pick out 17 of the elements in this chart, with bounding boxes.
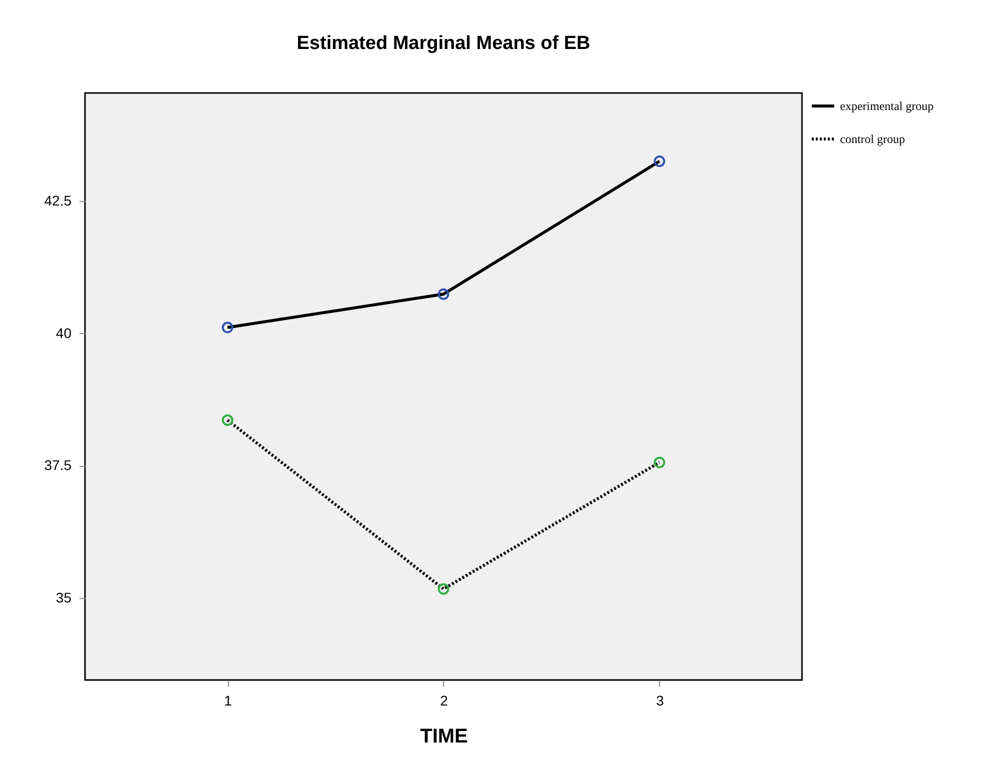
point [438,288,450,300]
point [222,322,234,334]
y-tick-label: 42.5 [44,192,72,208]
chart-title: Estimated Marginal Means of EB [296,33,590,54]
x-tick-label: 3 [656,692,664,708]
x-tick-label: 1 [224,692,232,708]
y-tick-label: 35 [56,589,72,606]
x-tick-label: 2 [440,692,448,708]
point [222,414,234,426]
legend-label: control group [840,132,905,146]
point [654,156,666,168]
y-tick-label: 40 [56,324,72,341]
point [654,456,666,468]
x-axis-title: TIME [420,726,468,748]
legend-label: experimental group [840,99,934,113]
point [438,583,450,595]
y-tick-label: 37.5 [44,457,72,474]
